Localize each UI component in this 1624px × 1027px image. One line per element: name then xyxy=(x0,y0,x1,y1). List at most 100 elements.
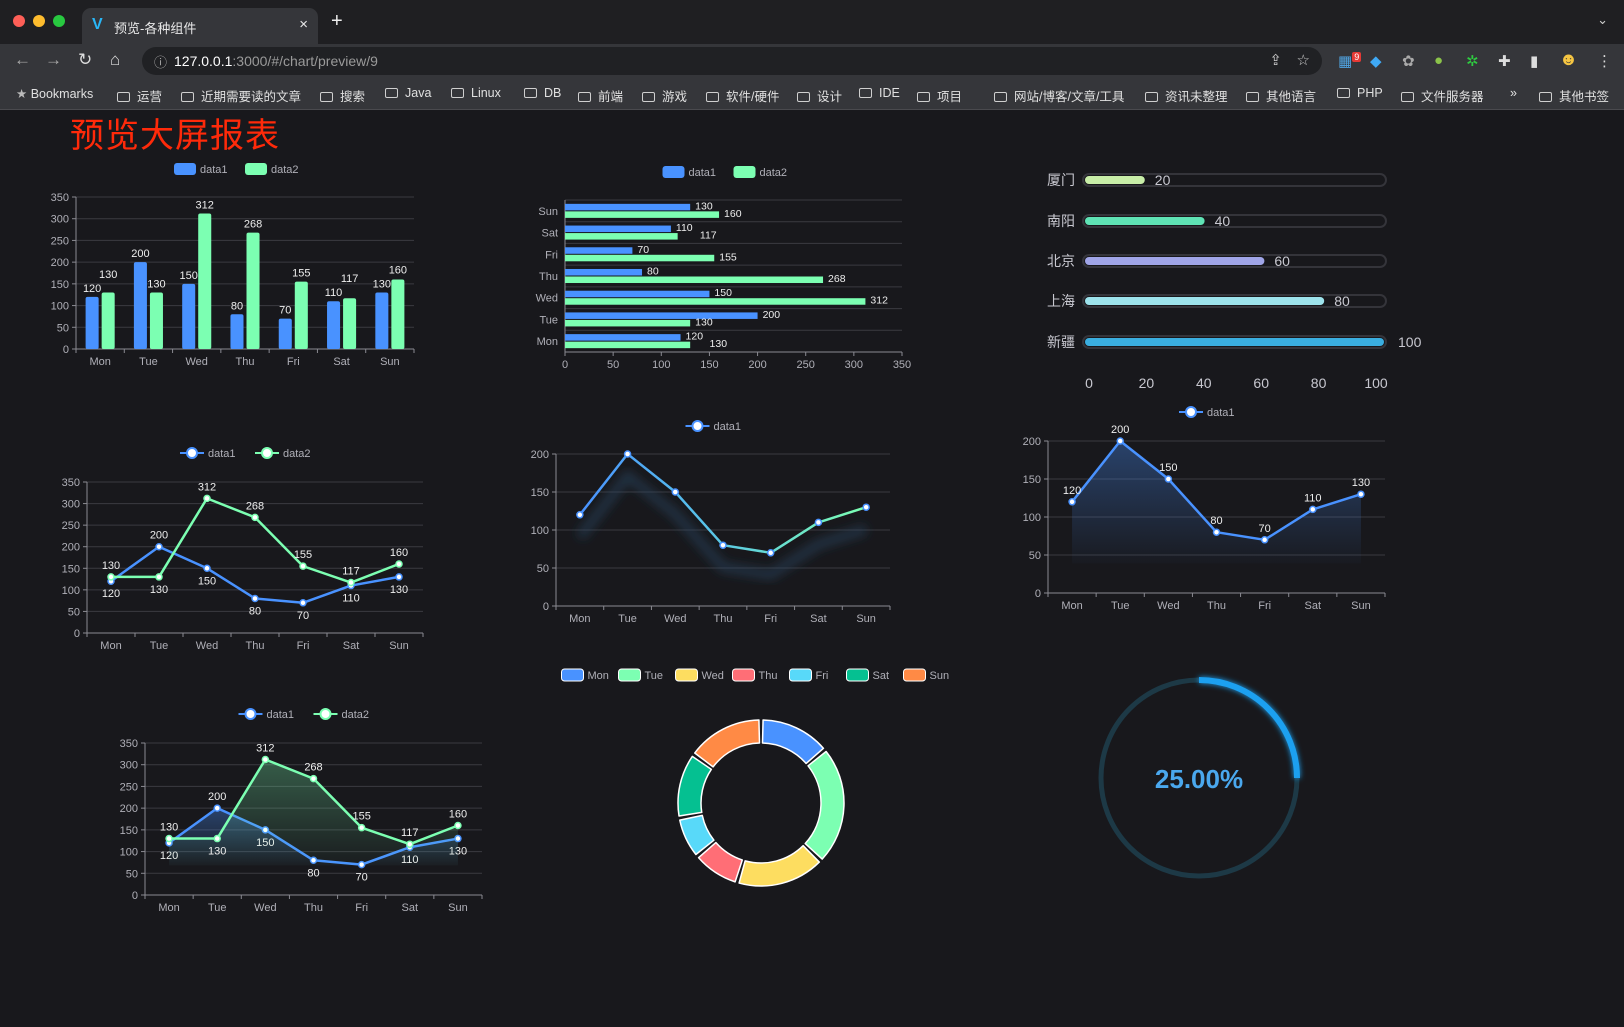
bookmark-9[interactable]: 软件/硬件 xyxy=(706,86,779,105)
legend-item-Mon[interactable]: Mon xyxy=(561,668,609,682)
bar-data1-Sat xyxy=(565,225,671,233)
back-icon[interactable]: ← xyxy=(14,50,31,69)
legend-marker-icon xyxy=(691,420,704,432)
point-value-label: 70 xyxy=(356,872,368,884)
bookmark-star-icon[interactable]: ☆ xyxy=(1296,52,1310,69)
bookmarks-overflow-button[interactable]: » xyxy=(1510,86,1517,100)
y-tick-label: 200 xyxy=(531,449,549,461)
menu-kebab-icon[interactable]: ⋮ xyxy=(1597,53,1612,70)
extension-star-icon[interactable]: ✲ xyxy=(1466,53,1479,70)
legend-item-data2[interactable]: data2 xyxy=(245,163,299,176)
legend-item-Fri[interactable]: Fri xyxy=(789,668,829,682)
legend-item-Sat[interactable]: Sat xyxy=(846,668,890,682)
bookmark-label: 前端 xyxy=(598,90,624,104)
legend-item-Wed[interactable]: Wed xyxy=(675,668,724,682)
legend-label: data1 xyxy=(208,448,236,460)
data-point xyxy=(814,518,823,527)
tab-close-button[interactable]: × xyxy=(299,16,308,33)
address-bar[interactable]: ⓘ 127.0.0.1:3000/#/chart/preview/9 ⇪ ☆ xyxy=(142,47,1322,75)
x-tick-label: 100 xyxy=(652,359,670,371)
bar-data1-Wed xyxy=(565,290,710,298)
tab-search-button[interactable]: ⌄ xyxy=(1597,12,1608,27)
data-point xyxy=(623,450,632,458)
x-tick-label: Wed xyxy=(254,902,276,914)
reload-icon[interactable]: ↻ xyxy=(78,50,93,69)
bookmark-1[interactable]: 运营 xyxy=(117,86,162,105)
y-tick-label: 250 xyxy=(62,520,80,532)
bar-value-label: 130 xyxy=(99,269,117,281)
point-value-label: 268 xyxy=(304,762,322,774)
line-chart: data1 data2 0 50 100 150 200 250 300 350 Mon Tue Wed… xyxy=(62,447,424,652)
bookmark-4[interactable]: Java xyxy=(385,86,431,100)
share-icon[interactable]: ⇪ xyxy=(1269,52,1282,69)
legend-item-data1[interactable]: data1 xyxy=(238,708,295,721)
bookmark-8[interactable]: 游戏 xyxy=(642,86,687,105)
extension-gem-icon[interactable]: ◆ xyxy=(1370,53,1382,70)
extension-icon[interactable]: ▦ 9 xyxy=(1338,52,1362,70)
page-title: 预览大屏报表 xyxy=(70,117,280,155)
legend-item-data1[interactable]: data1 xyxy=(685,420,742,433)
minimize-window-button[interactable] xyxy=(33,15,45,27)
tab-bar: V 预览-各种组件 × + ⌄ xyxy=(0,0,1624,44)
legend-item-Sun[interactable]: Sun xyxy=(903,668,950,682)
close-window-button[interactable] xyxy=(13,15,25,27)
legend-item-Thu[interactable]: Thu xyxy=(732,668,778,682)
bookmark-label: 其他语言 xyxy=(1266,90,1317,104)
bookmark-14[interactable]: 资讯未整理 xyxy=(1145,86,1228,105)
legend-item-data1[interactable]: data1 xyxy=(662,166,717,179)
bookmark-10[interactable]: 设计 xyxy=(797,86,842,105)
bar-data2-Thu xyxy=(565,276,824,284)
extension-circle-icon[interactable]: ● xyxy=(1434,52,1444,69)
bookmark-7[interactable]: 前端 xyxy=(578,86,623,105)
bookmark-15[interactable]: 其他语言 xyxy=(1246,86,1316,105)
legend-item-data2[interactable]: data2 xyxy=(255,447,311,460)
browser-tab-active[interactable]: V 预览-各种组件 × xyxy=(82,8,318,44)
side-panel-icon[interactable]: ▮ xyxy=(1530,53,1539,70)
bookmark-12[interactable]: 项目 xyxy=(917,86,962,105)
maximize-window-button[interactable] xyxy=(53,15,65,27)
point-value-label: 312 xyxy=(256,743,274,755)
legend-item-data2[interactable]: data2 xyxy=(733,166,788,179)
legend-item-data1[interactable]: data1 xyxy=(180,447,236,460)
data-point xyxy=(406,840,414,848)
other-bookmarks-folder[interactable]: 其他书签 xyxy=(1539,86,1609,105)
legend-swatch-icon xyxy=(662,166,685,178)
x-tick-label: Sat xyxy=(343,640,360,652)
bookmark-11[interactable]: IDE xyxy=(859,86,900,100)
legend-item-data1[interactable]: data1 xyxy=(174,163,228,176)
progress-value-label: 80 xyxy=(1334,293,1350,309)
bookmark-3[interactable]: 搜索 xyxy=(320,86,365,105)
bookmark-13[interactable]: 网站/博客/文章/工具 xyxy=(994,86,1124,105)
bookmark-16[interactable]: PHP xyxy=(1337,86,1383,100)
forward-icon[interactable]: → xyxy=(45,50,62,69)
point-value-label: 268 xyxy=(246,500,264,512)
bookmark-17[interactable]: 文件服务器 xyxy=(1401,86,1484,105)
site-info-icon[interactable]: ⓘ xyxy=(154,55,168,70)
home-icon[interactable]: ⌂ xyxy=(110,50,121,69)
bookmark-label: 游戏 xyxy=(662,90,688,104)
bookmark-2[interactable]: 近期需要读的文章 xyxy=(181,86,301,105)
legend-item-Tue[interactable]: Tue xyxy=(618,668,664,682)
legend-item-data2[interactable]: data2 xyxy=(313,708,370,721)
legend-label: data2 xyxy=(271,164,299,176)
legend-swatch-icon xyxy=(245,163,267,175)
data-point xyxy=(862,503,870,511)
bar-data1-Thu xyxy=(565,268,643,276)
legend-item-data1[interactable]: data1 xyxy=(1179,406,1235,419)
legend-label: data2 xyxy=(760,167,788,179)
y-tick-label: Wed xyxy=(536,293,558,305)
bookmark-5[interactable]: Linux xyxy=(451,86,501,100)
x-tick-label: Fri xyxy=(287,356,300,368)
new-tab-button[interactable]: + xyxy=(331,10,343,32)
point-value-label: 150 xyxy=(198,575,216,587)
bookmark-0[interactable]: ★ Bookmarks xyxy=(16,86,93,101)
profile-avatar[interactable]: ☻ xyxy=(1559,49,1578,69)
area-fill-data1 xyxy=(1072,441,1361,564)
extensions-puzzle-icon[interactable]: ✚ xyxy=(1498,53,1511,70)
data-point xyxy=(261,755,270,764)
legend-swatch-icon xyxy=(789,668,812,682)
extension-flower-icon[interactable]: ✿ xyxy=(1402,53,1415,70)
y-tick-label: 300 xyxy=(62,499,80,511)
bookmark-6[interactable]: DB xyxy=(524,86,561,100)
